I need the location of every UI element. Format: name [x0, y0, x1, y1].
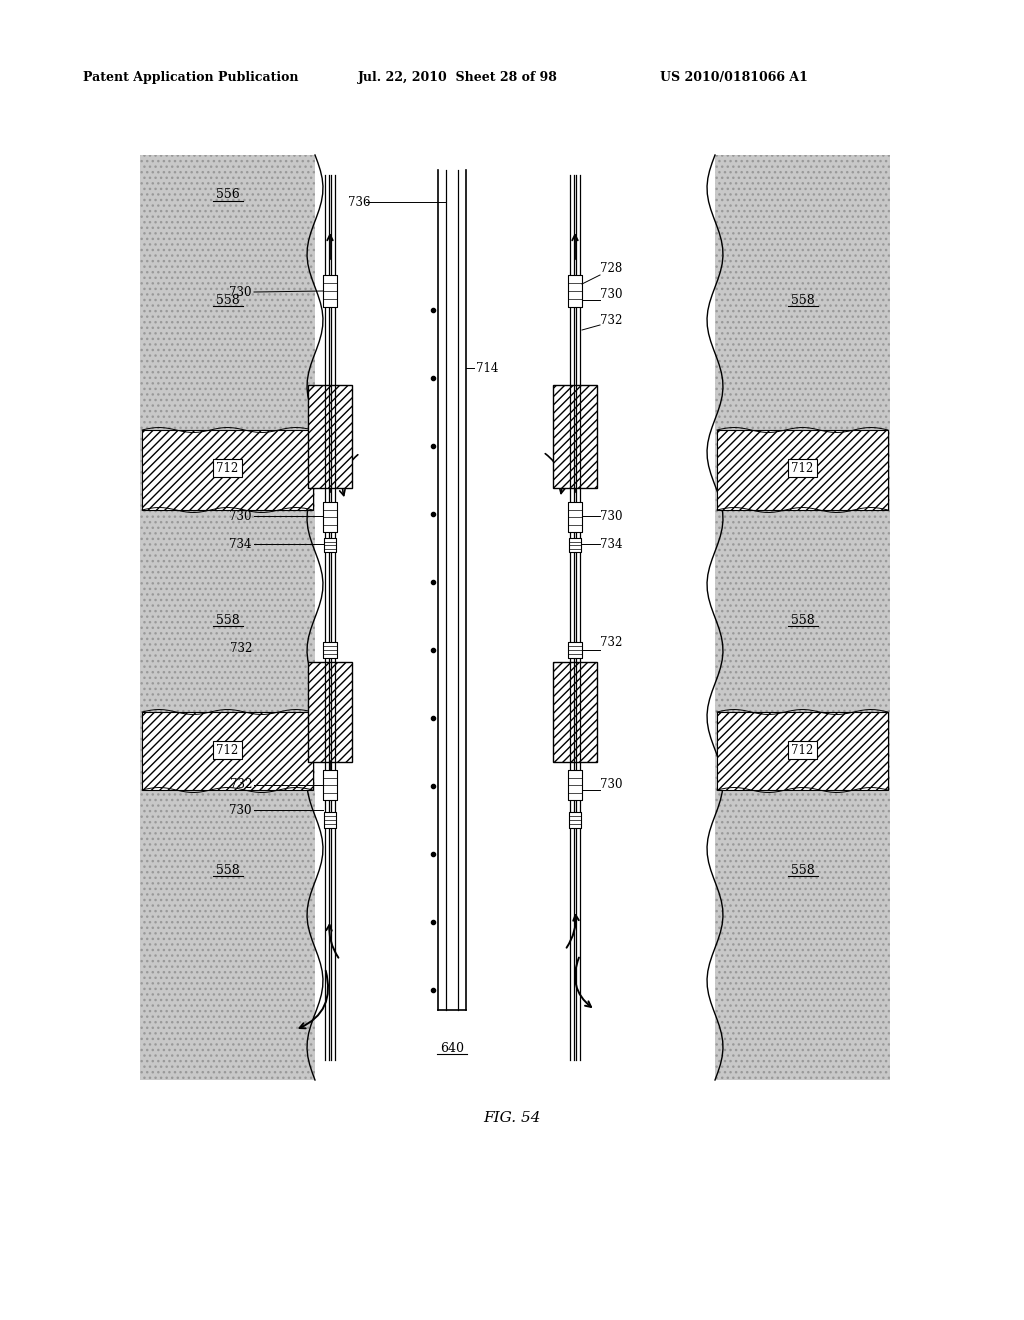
Text: 736: 736 [348, 195, 371, 209]
Text: Patent Application Publication: Patent Application Publication [83, 71, 299, 84]
Bar [140, 154, 315, 1080]
Bar [717, 430, 888, 510]
Bar [553, 385, 597, 488]
Text: 734: 734 [229, 537, 252, 550]
Text: 558: 558 [216, 293, 240, 306]
Text: 732: 732 [600, 635, 623, 648]
Bar [439, 170, 465, 1010]
Bar [323, 275, 337, 308]
Text: 558: 558 [791, 863, 814, 876]
Text: 712: 712 [216, 462, 239, 474]
Bar [568, 275, 582, 308]
Text: 728: 728 [600, 261, 623, 275]
Bar [569, 539, 581, 552]
Bar [568, 502, 582, 532]
Text: 640: 640 [440, 1041, 464, 1055]
Bar [569, 812, 581, 828]
Text: 732: 732 [600, 314, 623, 326]
Bar [142, 430, 313, 510]
Text: 712: 712 [792, 743, 814, 756]
Text: 558: 558 [791, 293, 814, 306]
Text: 730: 730 [229, 285, 252, 298]
Text: 712: 712 [216, 743, 239, 756]
Bar [323, 502, 337, 532]
Text: 732: 732 [229, 642, 252, 655]
Text: 714: 714 [476, 362, 499, 375]
Text: 730: 730 [229, 804, 252, 817]
Text: US 2010/0181066 A1: US 2010/0181066 A1 [660, 71, 808, 84]
Bar [323, 642, 337, 657]
Bar [140, 154, 315, 1080]
Bar [308, 385, 352, 488]
Text: 558: 558 [791, 614, 814, 627]
Bar [319, 170, 710, 1085]
Text: FIG. 54: FIG. 54 [483, 1111, 541, 1125]
Bar [308, 663, 352, 762]
Text: 730: 730 [600, 779, 623, 792]
Text: 556: 556 [216, 189, 240, 202]
Bar [715, 154, 890, 1080]
Text: 712: 712 [792, 462, 814, 474]
Bar [568, 770, 582, 800]
Bar [323, 770, 337, 800]
Text: 730: 730 [600, 510, 623, 523]
Bar [717, 711, 888, 789]
Text: 730: 730 [600, 289, 623, 301]
Text: 558: 558 [216, 614, 240, 627]
Text: 732: 732 [229, 779, 252, 792]
Text: 730: 730 [229, 510, 252, 523]
Bar [553, 663, 597, 762]
Bar [715, 154, 890, 1080]
Text: Jul. 22, 2010  Sheet 28 of 98: Jul. 22, 2010 Sheet 28 of 98 [358, 71, 558, 84]
Text: 558: 558 [216, 863, 240, 876]
Bar [568, 642, 582, 657]
Text: 734: 734 [600, 537, 623, 550]
Bar [324, 812, 336, 828]
Bar [142, 711, 313, 789]
Bar [324, 539, 336, 552]
